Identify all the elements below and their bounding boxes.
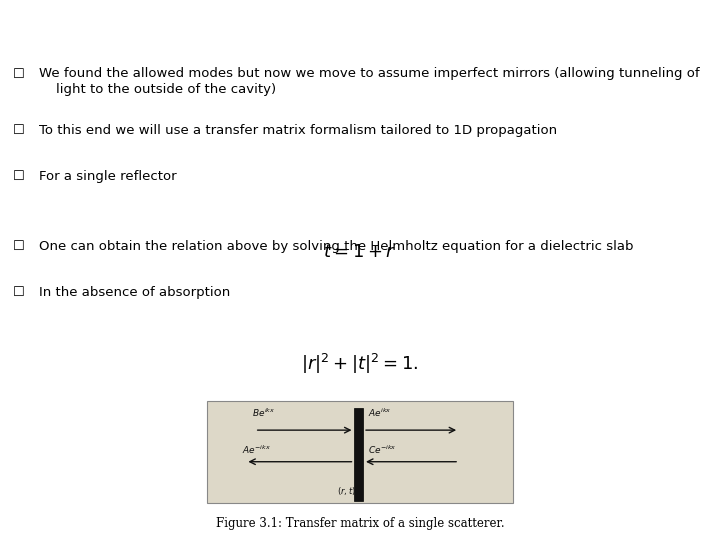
Text: $Ae^{-ikx}$: $Ae^{-ikx}$: [243, 444, 271, 456]
Text: $Be^{ikx}$: $Be^{ikx}$: [252, 407, 275, 420]
Text: In the absence of absorption: In the absence of absorption: [39, 286, 230, 299]
Text: Figure 3.1: Transfer matrix of a single scatterer.: Figure 3.1: Transfer matrix of a single …: [216, 517, 504, 530]
Text: $|r|^2 + |t|^2 = 1.$: $|r|^2 + |t|^2 = 1.$: [301, 352, 419, 376]
Text: ☐: ☐: [13, 68, 24, 80]
Text: Optical resonators – resonances, finesse, loss rate etc: Optical resonators – resonances, finesse…: [9, 17, 572, 37]
Text: $t = 1 + r$: $t = 1 + r$: [323, 243, 397, 261]
Text: ☐: ☐: [13, 240, 24, 253]
Text: $Ae^{ikx}$: $Ae^{ikx}$: [368, 407, 392, 420]
Text: For a single reflector: For a single reflector: [39, 170, 176, 183]
Text: To this end we will use a transfer matrix formalism tailored to 1D propagation: To this end we will use a transfer matri…: [39, 124, 557, 137]
Text: ☐: ☐: [13, 286, 24, 299]
Text: ☐: ☐: [13, 170, 24, 183]
Text: $(r,t)$: $(r,t)$: [337, 485, 356, 497]
Text: ☐: ☐: [13, 124, 24, 137]
Text: $Ce^{-ikx}$: $Ce^{-ikx}$: [368, 444, 397, 456]
Text: We found the allowed modes but now we move to assume imperfect mirrors (allowing: We found the allowed modes but now we mo…: [39, 68, 700, 97]
Text: One can obtain the relation above by solving the Helmholtz equation for a dielec: One can obtain the relation above by sol…: [39, 240, 634, 253]
Bar: [354, 408, 363, 501]
